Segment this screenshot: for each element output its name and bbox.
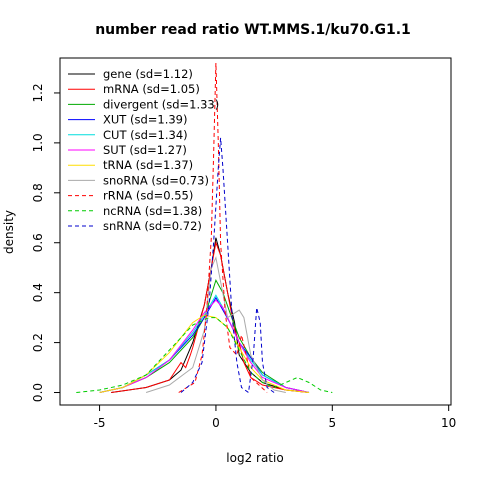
y-tick-label: 1.0 xyxy=(31,133,45,152)
series-line-1 xyxy=(111,240,310,393)
legend-label: gene (sd=1.12) xyxy=(103,67,193,81)
x-tick-label: 5 xyxy=(328,416,336,430)
y-axis-ticks: 0.0 0.2 0.4 0.6 0.8 1.0 1.2 xyxy=(31,83,60,402)
y-tick-label: 0.0 xyxy=(31,383,45,402)
legend-label: SUT (sd=1.27) xyxy=(103,143,187,157)
legend-label: rRNA (sd=0.55) xyxy=(103,189,193,203)
legend-label: mRNA (sd=1.05) xyxy=(103,82,200,96)
y-tick-label: 0.2 xyxy=(31,333,45,352)
series-line-4 xyxy=(99,294,310,393)
y-tick-label: 0.8 xyxy=(31,183,45,202)
x-axis-label: log2 ratio xyxy=(226,451,283,465)
x-tick-label: 10 xyxy=(441,416,456,430)
x-tick-label: -5 xyxy=(94,416,106,430)
legend-label: snRNA (sd=0.72) xyxy=(103,219,202,233)
y-tick-label: 0.4 xyxy=(31,283,45,302)
legend-label: XUT (sd=1.39) xyxy=(103,113,187,127)
legend-label: snoRNA (sd=0.73) xyxy=(103,173,209,187)
series-line-9 xyxy=(76,317,333,393)
x-tick-label: 0 xyxy=(212,416,220,430)
series-line-8 xyxy=(178,62,268,393)
series-line-7 xyxy=(145,256,286,393)
series-line-5 xyxy=(99,299,310,393)
series-lines xyxy=(76,62,333,394)
series-line-10 xyxy=(180,137,275,394)
legend-label: tRNA (sd=1.37) xyxy=(103,158,193,172)
x-axis-ticks: -5 0 5 10 xyxy=(94,405,456,430)
legend-label: divergent (sd=1.33) xyxy=(103,97,219,111)
legend-label: ncRNA (sd=1.38) xyxy=(103,204,202,218)
plot-frame xyxy=(59,57,452,406)
y-tick-label: 1.2 xyxy=(31,83,45,102)
legend-label: CUT (sd=1.34) xyxy=(103,128,188,142)
y-tick-label: 0.6 xyxy=(31,233,45,252)
legend: gene (sd=1.12)mRNA (sd=1.05)divergent (s… xyxy=(68,67,219,233)
y-axis-label: density xyxy=(2,210,16,254)
chart-title: number read ratio WT.MMS.1/ku70.G1.1 xyxy=(95,22,411,38)
